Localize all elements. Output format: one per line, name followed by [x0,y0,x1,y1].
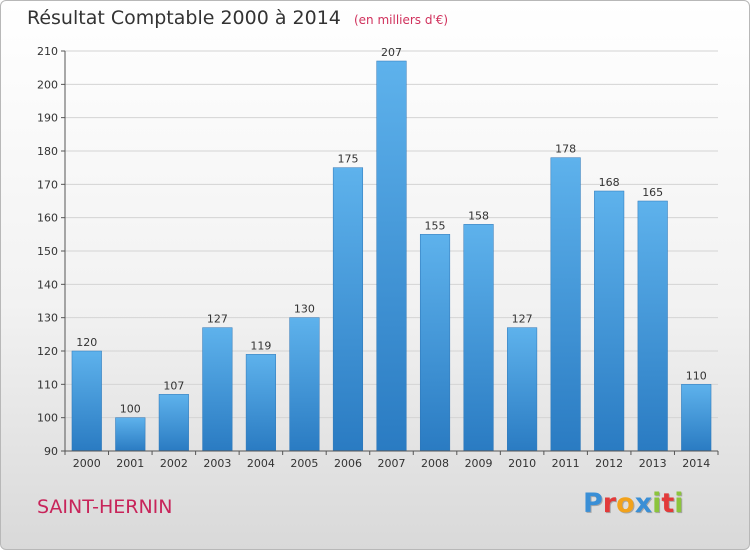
bar [463,224,494,452]
bar [681,384,712,452]
bar-layer: 120 100 107 127 119 130 175 207 155 158 127 178 168 1… [71,46,712,452]
x-tick-label: 2013 [639,457,667,470]
logo-letter: i [674,488,684,519]
y-tick-label: 180 [37,145,58,158]
bar [245,354,276,452]
y-tick-label: 90 [44,445,58,458]
value-label: 158 [468,209,489,222]
bar [289,317,320,452]
bar [419,234,451,452]
bar [332,167,364,452]
proxiti-logo: Proxiti [583,488,684,519]
value-label: 120 [76,336,97,349]
chart-title-block: Résultat Comptable 2000 à 2014 (en milli… [27,7,448,29]
y-tick-label: 110 [37,378,58,391]
x-tick-label: 2014 [682,457,710,470]
logo-letter: P [583,488,603,519]
logo-letter: t [661,488,675,519]
x-tick-label: 2002 [160,457,188,470]
y-tick-label: 190 [37,112,58,125]
axis-layer: 90 100 110 120 130 140 150 160 170 180 190 200 210 20… [37,45,719,470]
value-label: 127 [512,313,533,326]
value-label: 168 [599,176,620,189]
bar [550,157,581,452]
value-label: 127 [207,313,228,326]
bar [158,394,189,452]
x-tick-label: 2008 [421,457,449,470]
x-tick-label: 2004 [247,457,275,470]
commune-name: SAINT-HERNIN [37,496,173,518]
bar [202,327,233,452]
value-label: 175 [337,153,358,166]
y-tick-label: 100 [37,412,58,425]
y-tick-label: 200 [37,78,58,91]
value-label: 100 [120,403,141,416]
x-tick-label: 2012 [595,457,623,470]
x-tick-label: 2010 [508,457,536,470]
value-label: 107 [163,379,184,392]
chart-subtitle: (en milliers d'€) [353,13,449,27]
x-tick-label: 2006 [334,457,362,470]
bar [115,417,146,452]
value-label: 178 [555,143,576,156]
y-tick-label: 150 [37,245,58,258]
value-label: 119 [250,339,271,352]
y-tick-label: 170 [37,178,58,191]
y-tick-label: 130 [37,312,58,325]
value-label: 110 [686,369,707,382]
x-tick-label: 2005 [290,457,318,470]
logo-letter: r [602,488,617,519]
y-tick-label: 120 [37,345,58,358]
y-tick-label: 160 [37,212,58,225]
x-tick-label: 2003 [203,457,231,470]
value-label: 130 [294,303,315,316]
bar [637,200,668,452]
value-label: 155 [425,219,446,232]
bar [507,327,538,452]
x-tick-label: 2011 [552,457,580,470]
x-tick-label: 2001 [116,457,144,470]
bar [71,350,102,452]
bar [594,190,625,452]
x-tick-label: 2007 [378,457,406,470]
logo-letter: x [634,488,653,519]
bar [376,60,407,452]
value-label: 207 [381,46,402,59]
chart-title: Résultat Comptable 2000 à 2014 [27,7,341,29]
value-label: 165 [642,186,663,199]
logo-letter: i [652,488,662,519]
x-tick-label: 2000 [73,457,101,470]
logo-letter: o [616,488,635,519]
x-tick-label: 2009 [465,457,493,470]
y-tick-label: 210 [37,45,58,58]
y-tick-label: 140 [37,278,58,291]
